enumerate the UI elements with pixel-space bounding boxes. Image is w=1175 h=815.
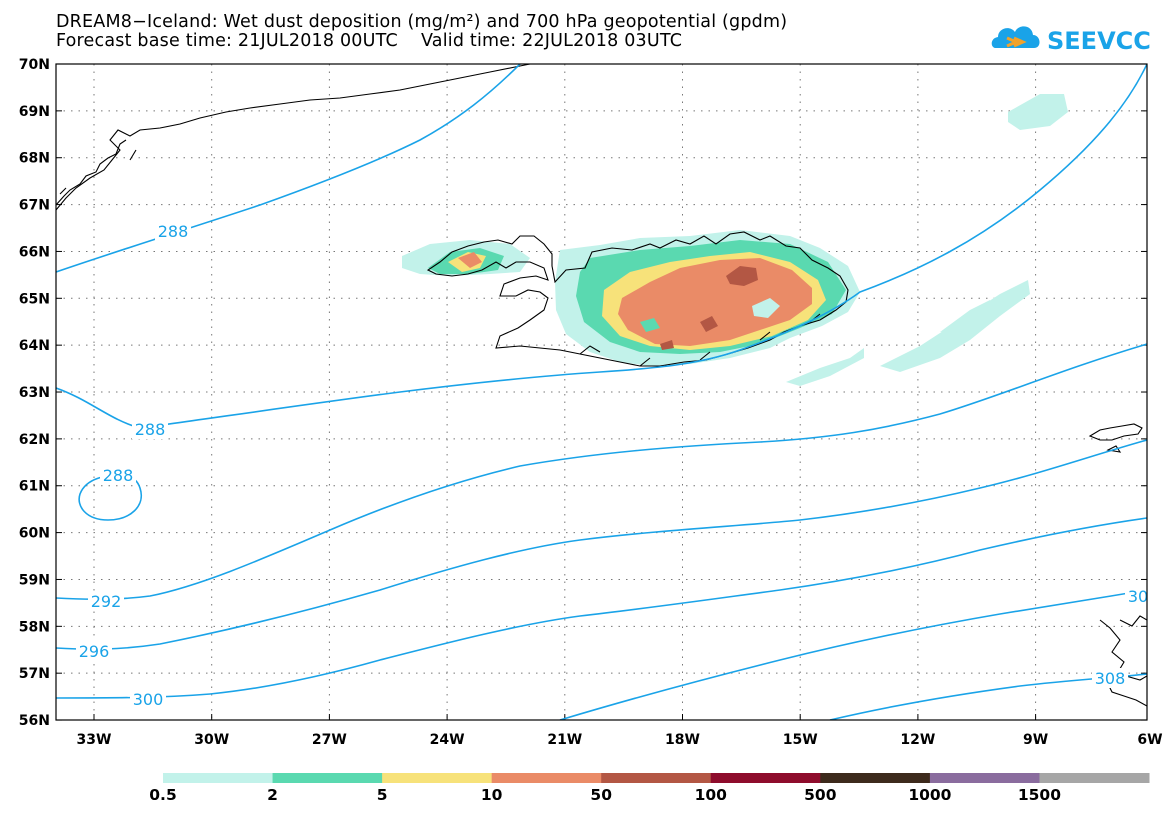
lat-label: 64N bbox=[19, 338, 50, 354]
logo-text: SEEVCCC bbox=[1047, 27, 1150, 55]
lon-label: 24W bbox=[430, 732, 465, 748]
colorbar-label: 2 bbox=[267, 786, 278, 804]
colorbar-swatch bbox=[820, 773, 931, 783]
contour-label: 296 bbox=[79, 642, 110, 661]
lon-label: 15W bbox=[783, 732, 818, 748]
lon-label: 21W bbox=[547, 732, 582, 748]
contour-288-b bbox=[56, 64, 1147, 429]
chart-title: DREAM8−Iceland: Wet dust deposition (mg/… bbox=[56, 12, 788, 32]
contour-label: 300 bbox=[133, 690, 164, 709]
lat-label: 56N bbox=[19, 713, 50, 729]
contour-304 bbox=[559, 589, 1147, 720]
colorbar-label: 500 bbox=[804, 786, 837, 804]
lon-label: 30W bbox=[194, 732, 229, 748]
coast-greenland-detail bbox=[56, 139, 137, 206]
lat-label: 61N bbox=[19, 479, 50, 495]
lat-label: 57N bbox=[19, 666, 50, 682]
colorbar-label: 1000 bbox=[908, 786, 951, 804]
contour-288-a bbox=[56, 64, 521, 273]
colorbar-label: 5 bbox=[377, 786, 388, 804]
colorbar-swatch bbox=[163, 773, 274, 783]
colorbar-swatch bbox=[491, 773, 602, 783]
contour-label-bg bbox=[100, 465, 136, 485]
latitude-labels: 70N 69N 68N 67N 66N 65N 64N 63N 62N 61N 60N 59N 58N 5… bbox=[19, 57, 50, 729]
lat-label: 66N bbox=[19, 244, 50, 260]
colorbar-label: 100 bbox=[695, 786, 728, 804]
dust-shade-darkred2 bbox=[700, 316, 718, 332]
colorbar-label: 10 bbox=[481, 786, 503, 804]
dust-deposition-field bbox=[402, 94, 1068, 386]
longitude-labels: 33W 30W 27W 24W 21W 18W 15W 12W 9W 6W bbox=[77, 732, 1163, 748]
lon-label: 18W bbox=[665, 732, 700, 748]
lat-label: 70N bbox=[19, 57, 50, 73]
map-background bbox=[56, 64, 1147, 720]
contour-label-bg bbox=[76, 641, 112, 661]
lon-label: 12W bbox=[900, 732, 935, 748]
chart-subtitle: Forecast base time: 21JUL2018 00UTC Vali… bbox=[56, 31, 683, 51]
contour-label: 288 bbox=[158, 222, 189, 241]
colorbar-label: 50 bbox=[590, 786, 612, 804]
lat-label: 60N bbox=[19, 526, 50, 542]
dust-shade-orange bbox=[618, 258, 812, 346]
coast-iceland-fjords bbox=[579, 313, 821, 367]
colorbar-swatch bbox=[929, 773, 1040, 783]
colorbar-swatch bbox=[382, 773, 493, 783]
colorbar-swatch bbox=[710, 773, 821, 783]
dust-shade-darkred1 bbox=[726, 266, 758, 286]
contour-label: 292 bbox=[91, 592, 122, 611]
colorbar-swatch bbox=[1039, 773, 1150, 783]
contour-label: 30 bbox=[1128, 587, 1148, 606]
lat-label: 59N bbox=[19, 572, 50, 588]
lat-label: 58N bbox=[19, 619, 50, 635]
contour-label: 308 bbox=[1095, 669, 1126, 688]
coast-iceland bbox=[426, 231, 849, 367]
lat-label: 69N bbox=[19, 104, 50, 120]
colorbar-label: 1500 bbox=[1018, 786, 1061, 804]
lon-label: 33W bbox=[77, 732, 112, 748]
dust-shade-orange2 bbox=[458, 252, 482, 268]
contour-label-bg bbox=[1125, 586, 1151, 606]
coastlines bbox=[56, 64, 1147, 707]
contour-label-bg bbox=[130, 689, 166, 709]
lat-label: 62N bbox=[19, 432, 50, 448]
dust-shade-light-south1 bbox=[786, 348, 864, 386]
contour-label-bg bbox=[88, 591, 124, 611]
cloud-icon: SEEVCCC bbox=[991, 26, 1169, 55]
contour-label-bg bbox=[1092, 668, 1128, 688]
lat-label: 63N bbox=[19, 385, 50, 401]
dust-shade-light-east2 bbox=[940, 300, 990, 332]
contour-300 bbox=[56, 517, 1147, 699]
contour-label-bg bbox=[155, 221, 191, 241]
colorbar: 0.5 2 5 10 50 100 500 1000 1500 bbox=[149, 773, 1150, 804]
dust-hole-1 bbox=[752, 298, 780, 318]
dust-shade-darkred3 bbox=[660, 340, 674, 350]
dust-hole-3 bbox=[600, 262, 620, 278]
contour-labels: 288 288 288 292 296 300 308 30 bbox=[76, 221, 1151, 709]
coast-greenland bbox=[56, 64, 531, 211]
dust-shade-light-ne bbox=[1008, 94, 1068, 130]
colorbar-swatch bbox=[272, 773, 383, 783]
lon-label: 27W bbox=[312, 732, 347, 748]
dust-hole-2 bbox=[640, 318, 660, 332]
contour-292 bbox=[56, 343, 1147, 601]
colorbar-swatch bbox=[601, 773, 712, 783]
colorbar-label: 0.5 bbox=[149, 786, 176, 804]
lat-label: 68N bbox=[19, 151, 50, 167]
contour-296 bbox=[56, 439, 1147, 650]
lon-label: 9W bbox=[1023, 732, 1048, 748]
lat-label: 65N bbox=[19, 291, 50, 307]
lon-label: 6W bbox=[1137, 732, 1162, 748]
lat-label: 67N bbox=[19, 198, 50, 214]
map-frame bbox=[55, 63, 1148, 721]
contour-label: 288 bbox=[135, 420, 166, 439]
contour-label-bg bbox=[132, 419, 168, 439]
seevccc-logo: SEEVCCC bbox=[990, 18, 1169, 60]
contour-label: 288 bbox=[103, 466, 134, 485]
